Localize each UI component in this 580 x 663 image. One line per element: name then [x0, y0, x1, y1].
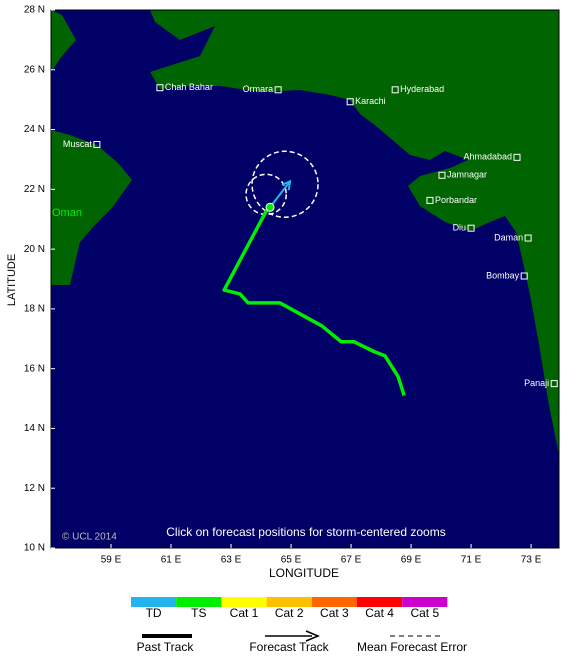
city-label: Ahmadabad	[463, 152, 512, 162]
city-label: Panaji	[524, 378, 549, 388]
forecast-arrowhead	[281, 179, 292, 191]
legend-swatch	[311, 597, 357, 607]
x-tick-label: 73 E	[521, 555, 542, 566]
city-marker	[426, 196, 434, 204]
x-tick-label: 59 E	[101, 555, 122, 566]
current-position	[265, 202, 275, 212]
legend-swatch	[221, 597, 267, 607]
city-marker	[274, 86, 282, 94]
city-label: Daman	[494, 232, 523, 242]
city-label: Bombay	[486, 270, 520, 280]
city-marker	[520, 272, 528, 280]
city-label: Ormara	[243, 84, 274, 94]
city-marker	[550, 380, 558, 388]
city-label: Hyderabad	[400, 84, 444, 94]
city-marker	[391, 86, 399, 94]
city-marker	[156, 84, 164, 92]
legend-category: Cat 4	[365, 606, 394, 620]
legend-category: Cat 2	[275, 606, 304, 620]
forecast-error-circle	[245, 173, 287, 216]
x-tick-label: 71 E	[461, 555, 482, 566]
city-marker	[513, 153, 521, 161]
city-label: Karachi	[355, 96, 386, 106]
forecast-arrow-sample	[305, 630, 320, 642]
city-label: Jamnagar	[447, 170, 487, 180]
y-tick-label: 26 N	[24, 64, 45, 75]
x-tick-label: 61 E	[161, 555, 182, 566]
x-tick-label: 65 E	[281, 555, 302, 566]
region-label: Oman	[52, 207, 82, 219]
map-frame	[50, 9, 560, 549]
y-tick-label: 10 N	[24, 543, 45, 554]
forecast-track	[269, 180, 291, 208]
y-tick-label: 16 N	[24, 363, 45, 374]
y-tick-label: 22 N	[24, 184, 45, 195]
legend-category: Cat 1	[230, 606, 259, 620]
legend-category: Cat 3	[320, 606, 349, 620]
city-label: Porbandar	[435, 195, 477, 205]
city-marker	[524, 234, 532, 242]
note: Click on forecast positions for storm-ce…	[166, 525, 445, 539]
copyright: © UCL 2014	[62, 532, 117, 543]
past-track	[222, 206, 406, 397]
x-tick-label: 67 E	[341, 555, 362, 566]
legend-swatch	[266, 597, 312, 607]
y-tick-label: 18 N	[24, 304, 45, 315]
x-axis-label: LONGITUDE	[269, 566, 339, 580]
y-tick-label: 24 N	[24, 124, 45, 135]
legend-category: Cat 5	[410, 606, 439, 620]
forecast-error-circle	[251, 150, 319, 219]
legend-swatch	[357, 597, 403, 607]
city-marker	[438, 171, 446, 179]
y-tick-label: 14 N	[24, 423, 45, 434]
city-marker	[346, 98, 354, 106]
legend-category: TD	[146, 606, 162, 620]
y-tick-label: 28 N	[24, 5, 45, 16]
legend-label: Past Track	[137, 640, 195, 654]
y-tick-label: 20 N	[24, 244, 45, 255]
city-marker	[467, 224, 475, 232]
legend-label: Mean Forecast Error	[357, 640, 467, 654]
land-oman	[51, 130, 132, 285]
land	[51, 10, 559, 455]
city-marker	[93, 141, 101, 148]
legend-swatch	[402, 597, 448, 607]
x-tick-label: 63 E	[221, 555, 242, 566]
land-uae	[51, 10, 76, 72]
legend-swatch	[176, 597, 222, 607]
land-iran-india	[150, 10, 559, 455]
legend-swatch	[131, 597, 177, 607]
city-label: Muscat	[63, 139, 93, 149]
legend-category: TS	[191, 606, 206, 620]
y-axis-label: LATITUDE	[6, 254, 18, 306]
legend-label: Forecast Track	[249, 640, 329, 654]
x-tick-label: 69 E	[401, 555, 422, 566]
y-tick-label: 12 N	[24, 483, 45, 494]
city-label: Chah Bahar	[165, 82, 213, 92]
city-label: Diu	[453, 223, 467, 233]
